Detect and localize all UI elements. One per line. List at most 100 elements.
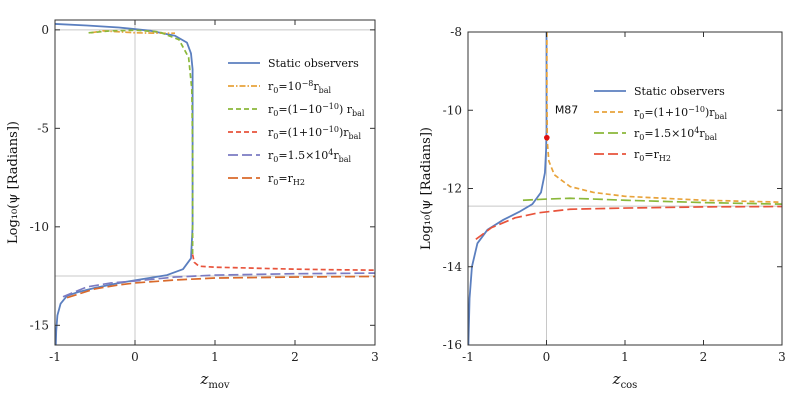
x-tick-label: -1: [49, 350, 61, 364]
x-tick-label: 1: [211, 350, 219, 364]
x-tick-label: 0: [131, 350, 139, 364]
legend-text-part: −10: [322, 125, 339, 134]
y-tick-label: -10: [30, 220, 49, 234]
legend-text-part: bal: [352, 109, 365, 118]
legend-text-part: r: [268, 149, 274, 162]
legend-text-part: 4: [694, 126, 699, 135]
legend-text-part: 0: [273, 155, 278, 164]
x-axis-title-sub: cos: [621, 380, 638, 391]
annotation-point: [544, 134, 550, 141]
legend-text-part: −8: [302, 79, 314, 88]
legend-label: Static observers: [268, 57, 359, 70]
series-line: [55, 23, 194, 345]
x-tick-label: 1: [621, 350, 629, 364]
y-tick-label: -8: [450, 25, 462, 39]
legend-text-part: r: [268, 103, 274, 116]
series-line: [66, 275, 375, 299]
x-axis-title: zmov: [199, 370, 229, 391]
legend-label: r0=1.5×104rbal: [268, 148, 352, 164]
y-tick-label: -15: [30, 318, 49, 332]
legend-text-part: =1.5×10: [278, 149, 328, 162]
x-tick-label: -1: [462, 350, 474, 364]
legend-label: Static observers: [634, 85, 725, 98]
legend-text-part: ) r: [339, 103, 353, 116]
series-line: [88, 29, 194, 255]
y-tick-label: -5: [37, 121, 49, 135]
legend: Static observersr0=10−8rbalr0=(1−10−10) …: [228, 57, 365, 187]
legend-label: r0=(1−10−10) rbal: [268, 102, 365, 118]
y-axis-title: Log₁₀(ψ [Radians]): [419, 127, 434, 250]
legend-text-part: 0: [273, 178, 278, 187]
legend-text-part: r: [634, 106, 640, 119]
legend-label: r0=(1+10−10)rbal: [268, 125, 361, 141]
legend-label: r0=rH2: [268, 172, 305, 187]
series-line: [546, 32, 782, 204]
legend-text-part: bal: [339, 155, 352, 164]
series-group: [468, 32, 782, 345]
legend-text-part: 0: [273, 132, 278, 141]
y-axis-title: Log₁₀(ψ [Radians]): [6, 121, 21, 244]
series-line: [62, 272, 375, 298]
y-tick-label: 0: [41, 23, 49, 37]
legend-text-part: =r: [278, 172, 293, 185]
x-tick-label: 2: [291, 350, 299, 364]
y-tick-label: -12: [443, 182, 462, 196]
legend-text-part: −10: [322, 102, 339, 111]
legend-text-part: 0: [273, 86, 278, 95]
legend-text-part: r: [268, 172, 274, 185]
legend-text-part: r: [699, 127, 705, 140]
legend-text-part: 0: [639, 154, 644, 163]
series-line: [475, 205, 782, 241]
plot-frame: [467, 31, 783, 346]
legend-text-part: −10: [688, 105, 705, 114]
y-tick-label: -14: [443, 260, 463, 274]
x-tick-label: 0: [543, 350, 551, 364]
legend-label: r0=(1+10−10)rbal: [634, 105, 727, 121]
legend-text-part: )r: [705, 106, 715, 119]
series-line: [522, 197, 782, 205]
x-axis-title: zcos: [612, 370, 638, 391]
y-tick-label: -16: [443, 338, 462, 352]
legend-text-part: 0: [273, 109, 278, 118]
legend-text-part: r: [268, 80, 274, 93]
legend-text-part: 4: [328, 148, 333, 157]
legend-text-part: bal: [349, 132, 362, 141]
legend-text-part: 0: [639, 133, 644, 142]
legend-text-part: 0: [639, 112, 644, 121]
legend-text-part: bal: [705, 133, 718, 142]
x-tick-label: 2: [700, 350, 708, 364]
legend-text-part: =10: [278, 80, 301, 93]
legend-text-part: H2: [293, 178, 305, 187]
legend-label: r0=rH2: [634, 148, 671, 163]
legend-text-part: r: [634, 148, 640, 161]
legend-text-part: =(1−10: [278, 103, 322, 116]
legend: Static observersr0=(1+10−10)rbalr0=1.5×1…: [594, 85, 727, 163]
y-tick-label: -10: [443, 103, 462, 117]
series-line: [191, 254, 375, 271]
x-axis-title-main: z: [199, 370, 208, 388]
legend-text-part: r: [313, 80, 319, 93]
x-axis-title-sub: mov: [208, 380, 230, 391]
x-tick-label: 3: [778, 350, 786, 364]
legend-text-part: bal: [715, 112, 728, 121]
legend-text-part: =(1+10: [644, 106, 688, 119]
legend-label: r0=10−8rbal: [268, 79, 332, 95]
legend-text-part: )r: [339, 126, 349, 139]
x-axis-title-main: z: [612, 370, 621, 388]
legend-text-part: bal: [319, 86, 332, 95]
x-tick-label: 3: [371, 350, 379, 364]
series-line: [468, 32, 548, 345]
legend-label: r0=1.5×104rbal: [634, 126, 718, 142]
legend-text-part: H2: [659, 154, 671, 163]
legend-text-part: r: [268, 126, 274, 139]
legend-text-part: =r: [644, 148, 659, 161]
annotation-label: M87: [555, 104, 579, 117]
legend-text-part: =1.5×10: [644, 127, 694, 140]
legend-text-part: r: [333, 149, 339, 162]
legend-text-part: =(1+10: [278, 126, 322, 139]
series-group: [55, 23, 375, 345]
legend-text-part: r: [634, 127, 640, 140]
